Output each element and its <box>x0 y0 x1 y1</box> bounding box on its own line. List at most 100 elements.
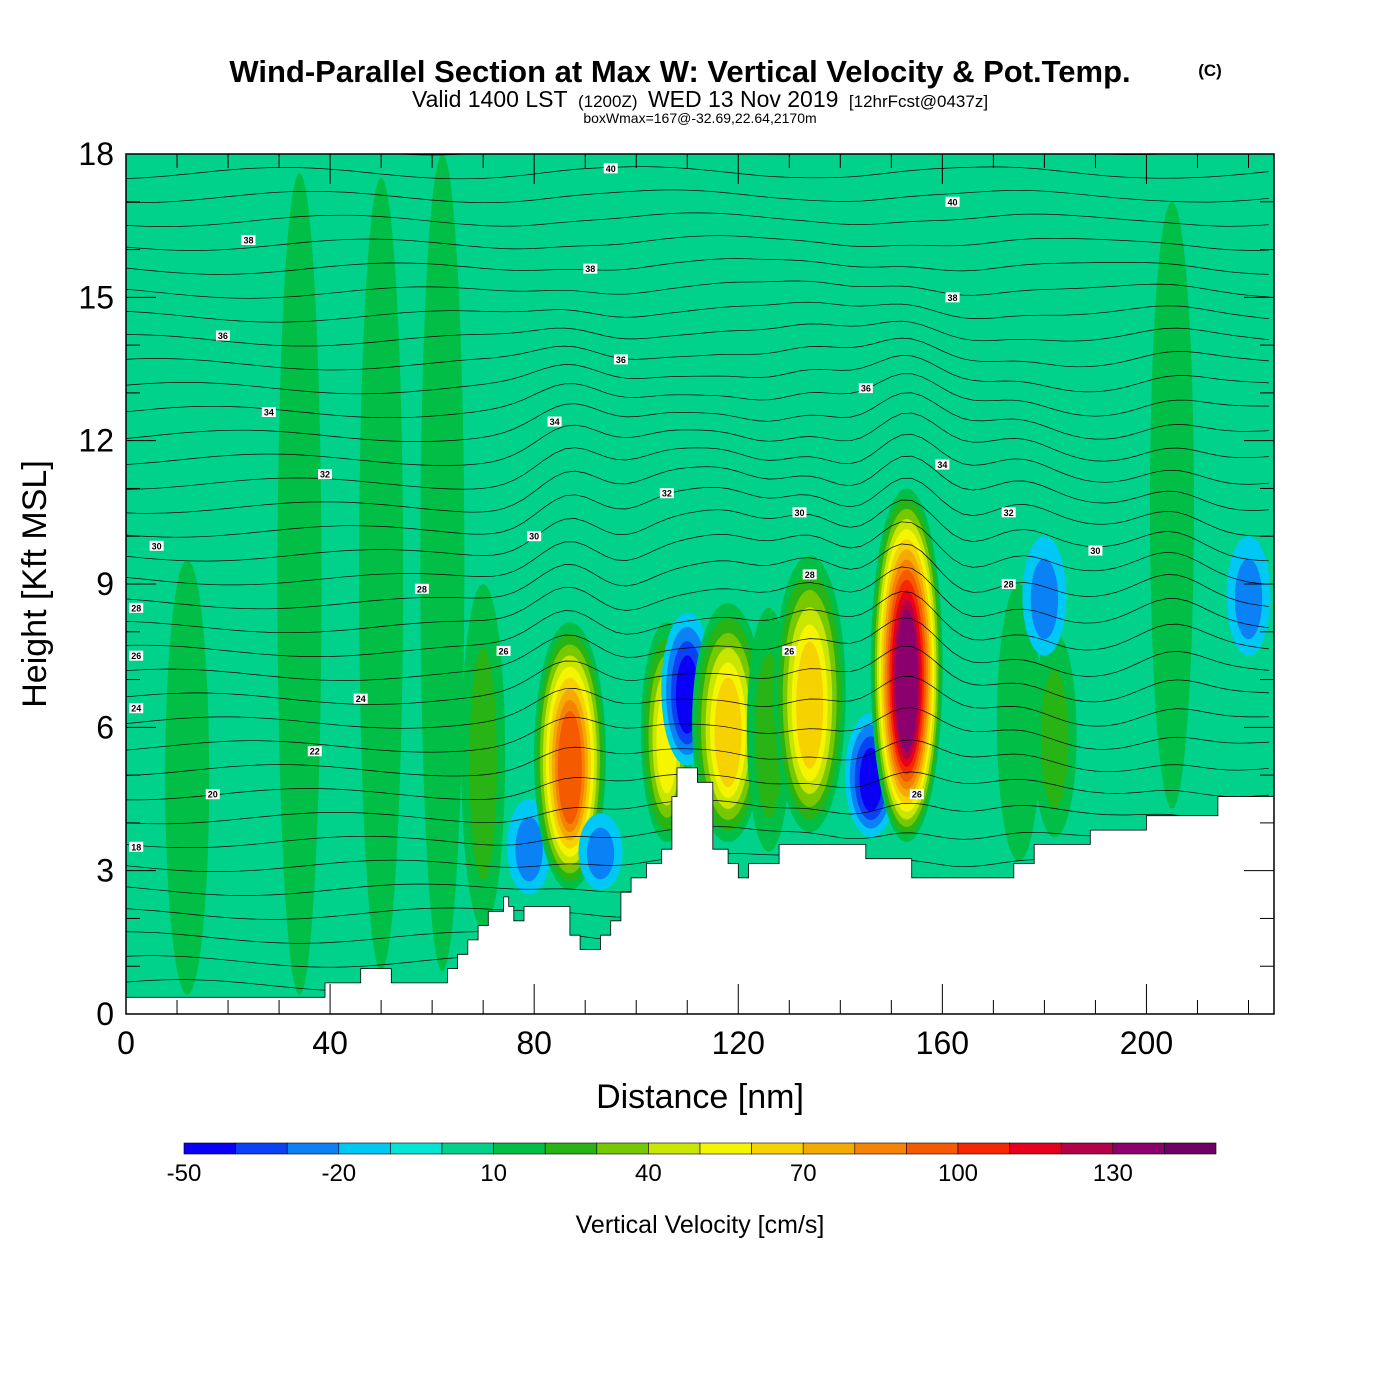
y-tick-label: 0 <box>96 996 114 1032</box>
contour-label: 30 <box>792 507 807 518</box>
isentrope-line <box>126 166 1269 180</box>
y-axis-label: Height [Kft MSL] <box>16 460 54 708</box>
isentrope-line <box>126 355 1269 395</box>
y-tick-label: 12 <box>78 423 114 459</box>
isentrope-line <box>126 373 1269 419</box>
colorbar-swatch <box>1112 1142 1165 1155</box>
contour-label-box <box>613 354 628 365</box>
contour-label: 26 <box>782 645 797 656</box>
contour-label: 34 <box>261 407 276 418</box>
contour-label-text: 20 <box>208 790 218 800</box>
contour-label: 34 <box>547 416 562 427</box>
velocity-band <box>714 677 742 788</box>
isentrope-line <box>126 707 1269 753</box>
contour-label: 32 <box>659 488 674 499</box>
contour-label-box <box>241 235 256 245</box>
isentrope-line <box>126 258 1269 275</box>
isentrope-line <box>126 337 1269 371</box>
isentrope-line <box>126 455 1269 514</box>
contour-label: 38 <box>945 292 960 303</box>
valid-prefix: Valid 1400 LST <box>412 86 568 112</box>
colorbar-label: 10 <box>480 1160 507 1187</box>
contour-label-text: 38 <box>243 236 253 246</box>
contour-label-text: 30 <box>152 541 162 551</box>
contour-label-box <box>547 416 562 427</box>
contour-label-box <box>149 540 164 551</box>
isentrope-line <box>393 154 1170 156</box>
colorbar-swatch <box>1164 1142 1217 1155</box>
velocity-column <box>578 813 623 890</box>
contour-label: 24 <box>353 693 368 704</box>
contour-label: 34 <box>935 459 950 470</box>
colorbar-label: 40 <box>635 1160 662 1187</box>
contour-label-text: 30 <box>529 532 539 542</box>
isentrope-line <box>126 617 1269 681</box>
contour-label-text: 28 <box>805 570 815 580</box>
colorbar-swatch <box>390 1142 443 1155</box>
contour-label: 30 <box>1088 545 1103 556</box>
contour-labels: 18 20 22 24 24 26 26 28 28 26 28 28 26 30 30 30 30 32 32 32… <box>129 163 1103 852</box>
colorbar-swatch <box>441 1142 494 1155</box>
x-tick-label: 200 <box>1120 1025 1173 1061</box>
velocity-band <box>996 584 1041 862</box>
colorbar-label: -50 <box>167 1160 202 1187</box>
isentrope-line <box>126 645 1269 705</box>
colorbar-swatch <box>854 1142 907 1155</box>
colorbar-label: 130 <box>1093 1160 1133 1187</box>
velocity-column <box>870 488 943 842</box>
velocity-band <box>277 173 322 995</box>
contour-label: 30 <box>149 540 164 551</box>
contour-label: 38 <box>241 235 256 246</box>
colorbar-swatch <box>596 1142 649 1155</box>
contour-label-box <box>496 645 511 656</box>
isentrope-line <box>126 543 1269 610</box>
isentrope-line <box>126 676 1269 729</box>
colorbar-label: 100 <box>938 1160 978 1187</box>
contour-label-box <box>858 383 873 394</box>
x-tick-label: 160 <box>916 1025 969 1061</box>
copyright-mark: (C) <box>1198 61 1222 80</box>
isentrope-line <box>126 477 1269 538</box>
colorbar-swatch <box>1009 1142 1062 1155</box>
velocity-band <box>1040 670 1069 809</box>
velocity-column <box>420 154 465 971</box>
colorbar-title: Vertical Velocity [cm/s] <box>576 1211 825 1239</box>
contour-label-box <box>1088 545 1103 556</box>
isentrope-line <box>126 301 1269 323</box>
isentrope-line <box>126 235 1269 251</box>
contour-label: 20 <box>205 789 220 800</box>
contour-label: 28 <box>802 569 817 580</box>
isentrope-line <box>126 412 1269 466</box>
contour-label-box <box>414 583 429 594</box>
contour-label-text: 26 <box>912 790 922 800</box>
contour-label-text: 26 <box>499 646 509 656</box>
contour-label: 26 <box>909 789 924 800</box>
y-tick-label: 15 <box>78 279 114 315</box>
contour-label-box <box>353 693 368 704</box>
contour-label: 32 <box>317 469 332 480</box>
isentrope-line <box>126 320 1269 347</box>
contour-label-text: 28 <box>417 584 427 594</box>
contour-label-text: 36 <box>861 384 871 394</box>
contour-label: 32 <box>1001 507 1016 518</box>
valid-zulu: (1200Z) <box>578 92 638 111</box>
chart-title: Wind-Parallel Section at Max W: Vertical… <box>229 54 1130 89</box>
isentrope-line <box>126 739 1269 777</box>
colorbar-swatch <box>286 1142 340 1155</box>
contour-label-text: 32 <box>662 489 672 499</box>
y-tick-label: 9 <box>96 566 114 602</box>
contour-label-text: 28 <box>1004 580 1014 590</box>
x-tick-label: 0 <box>117 1025 135 1061</box>
contour-label-box <box>205 789 220 800</box>
x-tick-label: 120 <box>712 1025 765 1061</box>
contour-label: 24 <box>129 703 144 714</box>
contour-label-box <box>659 488 674 499</box>
velocity-column <box>1149 201 1194 809</box>
contour-label-text: 38 <box>948 293 958 303</box>
colorbar-label: 70 <box>790 1160 817 1187</box>
contour-label: 18 <box>129 841 144 852</box>
isentrope-line <box>126 212 1269 227</box>
forecast-info: [12hrFcst@0437z] <box>849 92 988 111</box>
colorbar-label: -20 <box>321 1160 356 1187</box>
